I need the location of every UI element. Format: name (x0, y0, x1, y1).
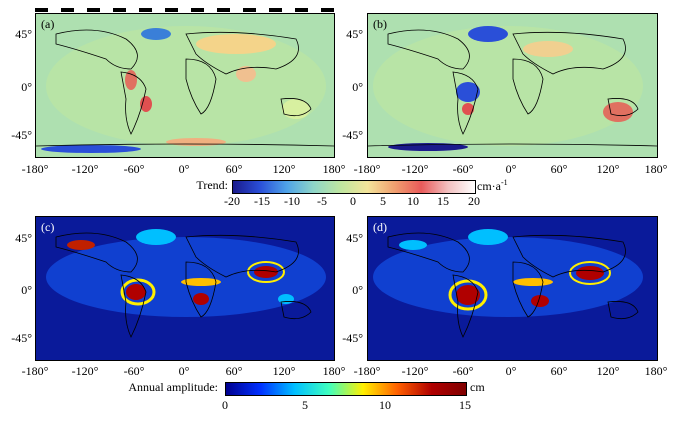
trend-tick-3: -5 (317, 194, 327, 208)
amplitude-map-c: (c) (35, 216, 335, 361)
map-frame-top (35, 8, 335, 12)
lat-tick-c-0: 0° (21, 283, 32, 297)
lon-tick-b-3: 0° (505, 162, 517, 176)
lat-tick-a-0: 0° (21, 80, 32, 94)
trend-tick-2: -10 (284, 194, 300, 208)
trend-map-b-canvas (368, 14, 657, 157)
trend-tick-7: 15 (437, 194, 449, 208)
lon-tick-b-2: -60° (452, 162, 474, 176)
lat-tick-a-minus45: -45° (11, 128, 32, 142)
trend-map-a: (a) (35, 13, 335, 158)
amplitude-tick-0: 0 (222, 398, 228, 412)
lon-tick-d-4: 60° (550, 364, 568, 378)
lon-tick-a-4: 60° (225, 162, 243, 176)
lon-tick-c-6: 180° (322, 364, 346, 378)
lon-tick-a-3: 0° (178, 162, 190, 176)
lat-tick-b-45: 45° (346, 27, 363, 41)
panel-label: (c) (41, 220, 55, 234)
trend-colorbar-unit: cm·a-1 (477, 178, 508, 194)
trend-unit-text: cm·a (477, 179, 501, 193)
lat-tick-c-minus45: -45° (11, 331, 32, 345)
amplitude-colorbar-unit: cm (470, 380, 485, 394)
amplitude-colorbar (225, 382, 467, 396)
lat-tick-d-0: 0° (352, 283, 363, 297)
lon-tick-c-3: 0° (178, 364, 190, 378)
lon-tick-b-0: -180° (353, 162, 381, 176)
lon-tick-d-1: -120° (401, 364, 429, 378)
lat-tick-c-45: 45° (15, 231, 32, 245)
trend-tick-1: -15 (254, 194, 270, 208)
trend-tick-4: 0 (350, 194, 356, 208)
lat-tick-a-45: 45° (15, 27, 32, 41)
lon-tick-d-2: -60° (452, 364, 474, 378)
lon-tick-a-6: 180° (322, 162, 346, 176)
trend-tick-0: -20 (224, 194, 240, 208)
lon-tick-b-4: 60° (550, 162, 568, 176)
amplitude-tick-1: 5 (302, 398, 308, 412)
lon-tick-b-6: 180° (644, 162, 668, 176)
amplitude-tick-2: 10 (379, 398, 391, 412)
lon-tick-d-5: 120° (596, 364, 620, 378)
lon-tick-a-2: -60° (123, 162, 145, 176)
trend-tick-8: 20 (468, 194, 480, 208)
amplitude-map-c-canvas (36, 217, 334, 360)
lon-tick-a-1: -120° (71, 162, 99, 176)
trend-tick-5: 5 (380, 194, 386, 208)
amplitude-map-d-canvas (368, 217, 657, 360)
trend-colorbar (232, 180, 476, 194)
amplitude-tick-3: 15 (459, 398, 471, 412)
lat-tick-b-minus45: -45° (342, 128, 363, 142)
panel-label: (a) (41, 17, 55, 31)
panel-label: (b) (373, 17, 387, 31)
lon-tick-d-6: 180° (644, 364, 668, 378)
lon-tick-c-5: 120° (272, 364, 296, 378)
lon-tick-c-0: -180° (21, 364, 49, 378)
lon-tick-b-5: 120° (596, 162, 620, 176)
amplitude-map-d: (d) (367, 216, 658, 361)
lon-tick-b-1: -120° (401, 162, 429, 176)
lon-tick-a-0: -180° (21, 162, 49, 176)
amplitude-colorbar-title: Annual amplitude: (128, 380, 218, 394)
trend-map-a-canvas (36, 14, 334, 157)
trend-tick-6: 10 (407, 194, 419, 208)
trend-colorbar-title: Trend: (196, 178, 228, 192)
lon-tick-d-0: -180° (353, 364, 381, 378)
lat-tick-b-0: 0° (352, 80, 363, 94)
trend-map-b: (b) (367, 13, 658, 158)
lon-tick-c-4: 60° (225, 364, 243, 378)
lat-tick-d-45: 45° (346, 231, 363, 245)
trend-unit-exponent: -1 (500, 178, 508, 187)
lat-tick-d-minus45: -45° (342, 331, 363, 345)
lon-tick-a-5: 120° (272, 162, 296, 176)
panel-label: (d) (373, 220, 387, 234)
lon-tick-c-1: -120° (71, 364, 99, 378)
lon-tick-c-2: -60° (123, 364, 145, 378)
lon-tick-d-3: 0° (505, 364, 517, 378)
